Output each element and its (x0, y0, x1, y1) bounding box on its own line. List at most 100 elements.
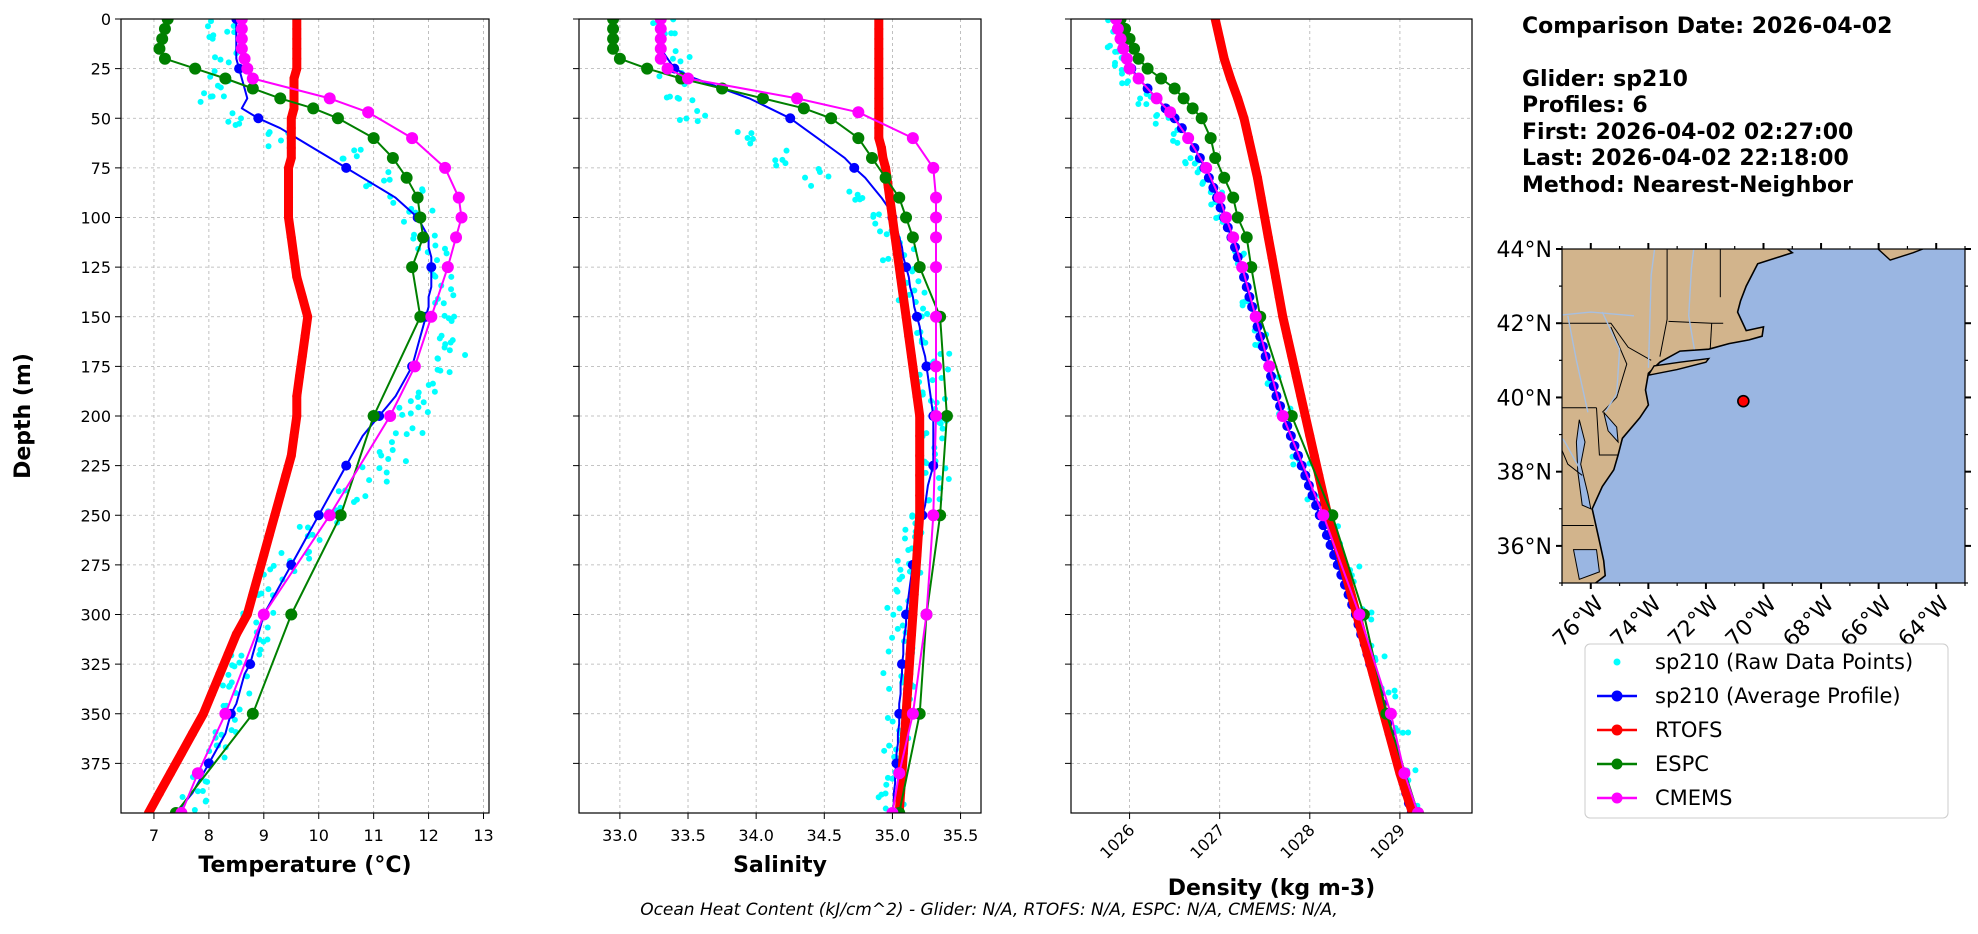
y-tick-label: 225 (80, 457, 111, 476)
raw-data-point (270, 609, 277, 616)
series-marker (223, 649, 233, 659)
series-marker (661, 62, 674, 75)
raw-data-point (231, 716, 238, 723)
raw-data-point (1405, 729, 1412, 736)
x-tick-label: 33.5 (670, 826, 706, 845)
raw-data-point (432, 242, 439, 249)
series-marker (928, 460, 939, 471)
x-tick-label: 8 (204, 826, 214, 845)
series-marker (607, 19, 620, 25)
series-marker (1164, 106, 1177, 119)
raw-data-point (808, 182, 815, 189)
series-marker (281, 471, 291, 481)
raw-data-point (677, 58, 684, 65)
raw-data-point (266, 129, 273, 136)
legend-item: sp210 (Raw Data Points) (1613, 650, 1913, 674)
map-lon-label: 68°W (1779, 591, 1840, 652)
series-marker (1219, 211, 1232, 224)
legend-label: sp210 (Raw Data Points) (1655, 650, 1913, 674)
raw-data-point (702, 112, 709, 119)
y-tick-label: 100 (80, 209, 111, 228)
series-marker (286, 133, 296, 143)
legend-item: RTOFS (1597, 718, 1722, 742)
series-marker (911, 570, 921, 580)
y-tick-label: 200 (80, 407, 111, 426)
raw-data-point (694, 107, 701, 114)
first-time: First: 2026-04-02 02:27:00 (1522, 119, 1854, 145)
map-lon-label: 76°W (1548, 591, 1609, 652)
series-marker (191, 767, 204, 780)
raw-data-point (388, 439, 395, 446)
raw-data-point (1170, 131, 1177, 138)
series-marker (907, 351, 917, 361)
series-marker (1271, 272, 1281, 282)
series-marker (904, 669, 914, 679)
series-marker (906, 231, 919, 244)
series-marker (900, 211, 913, 224)
y-tick-label: 350 (80, 705, 111, 724)
raw-data-point (383, 478, 390, 485)
series-marker (284, 193, 294, 203)
raw-data-point (872, 220, 879, 227)
legend-label: RTOFS (1655, 718, 1722, 742)
plot-area (1104, 19, 1429, 821)
y-tick-label: 250 (80, 506, 111, 525)
raw-data-point (219, 682, 226, 689)
series-marker (286, 451, 296, 461)
legend-marker (1611, 690, 1623, 702)
series-marker (1249, 310, 1262, 323)
x-tick-label: 1028 (1276, 820, 1318, 862)
series-marker (1120, 52, 1133, 65)
raw-data-point (448, 273, 455, 280)
raw-data-point (899, 573, 906, 580)
raw-data-point (225, 118, 232, 125)
series-marker (878, 153, 888, 163)
series-marker (915, 451, 925, 461)
series-marker (1260, 213, 1270, 222)
raw-data-point (694, 118, 701, 125)
raw-data-point (432, 273, 439, 280)
raw-data-point (894, 817, 900, 823)
map-inner (1562, 249, 1965, 583)
series-marker (198, 709, 208, 719)
raw-data-point (424, 409, 431, 416)
raw-data-point (220, 93, 227, 100)
state-border (1562, 449, 1583, 476)
series-espc (1114, 19, 1424, 813)
raw-data-point (886, 685, 893, 692)
raw-data-point (236, 706, 243, 713)
series-cmems (654, 19, 943, 813)
raw-data-point (1423, 815, 1429, 821)
series-marker (1291, 371, 1301, 381)
raw-data-point (429, 207, 436, 214)
series-marker (1117, 42, 1130, 55)
last-time: Last: 2026-04-02 22:18:00 (1522, 146, 1849, 171)
raw-data-point (885, 648, 892, 655)
raw-data-point (747, 140, 754, 147)
raw-data-point (924, 310, 931, 317)
series-marker (219, 707, 232, 720)
series-marker (455, 211, 468, 224)
series-marker (1227, 231, 1240, 244)
x-tick-label: 13 (473, 826, 493, 845)
series-marker (246, 707, 259, 720)
series-marker (874, 19, 884, 24)
series-marker (234, 63, 245, 74)
series-marker (913, 261, 926, 274)
raw-data-point (386, 176, 393, 183)
series-marker (1398, 767, 1411, 780)
raw-data-point (210, 32, 217, 39)
raw-data-point (883, 231, 890, 238)
series-marker (292, 272, 302, 282)
series-marker (904, 332, 914, 342)
series-marker (1296, 391, 1306, 401)
raw-data-point (199, 787, 206, 794)
series-marker (1353, 608, 1366, 621)
raw-data-point (357, 146, 364, 153)
series-marker (1200, 161, 1213, 174)
series-marker (297, 292, 307, 302)
raw-data-point (1123, 80, 1130, 87)
series-marker (1253, 173, 1263, 183)
raw-data-point (1199, 180, 1206, 187)
